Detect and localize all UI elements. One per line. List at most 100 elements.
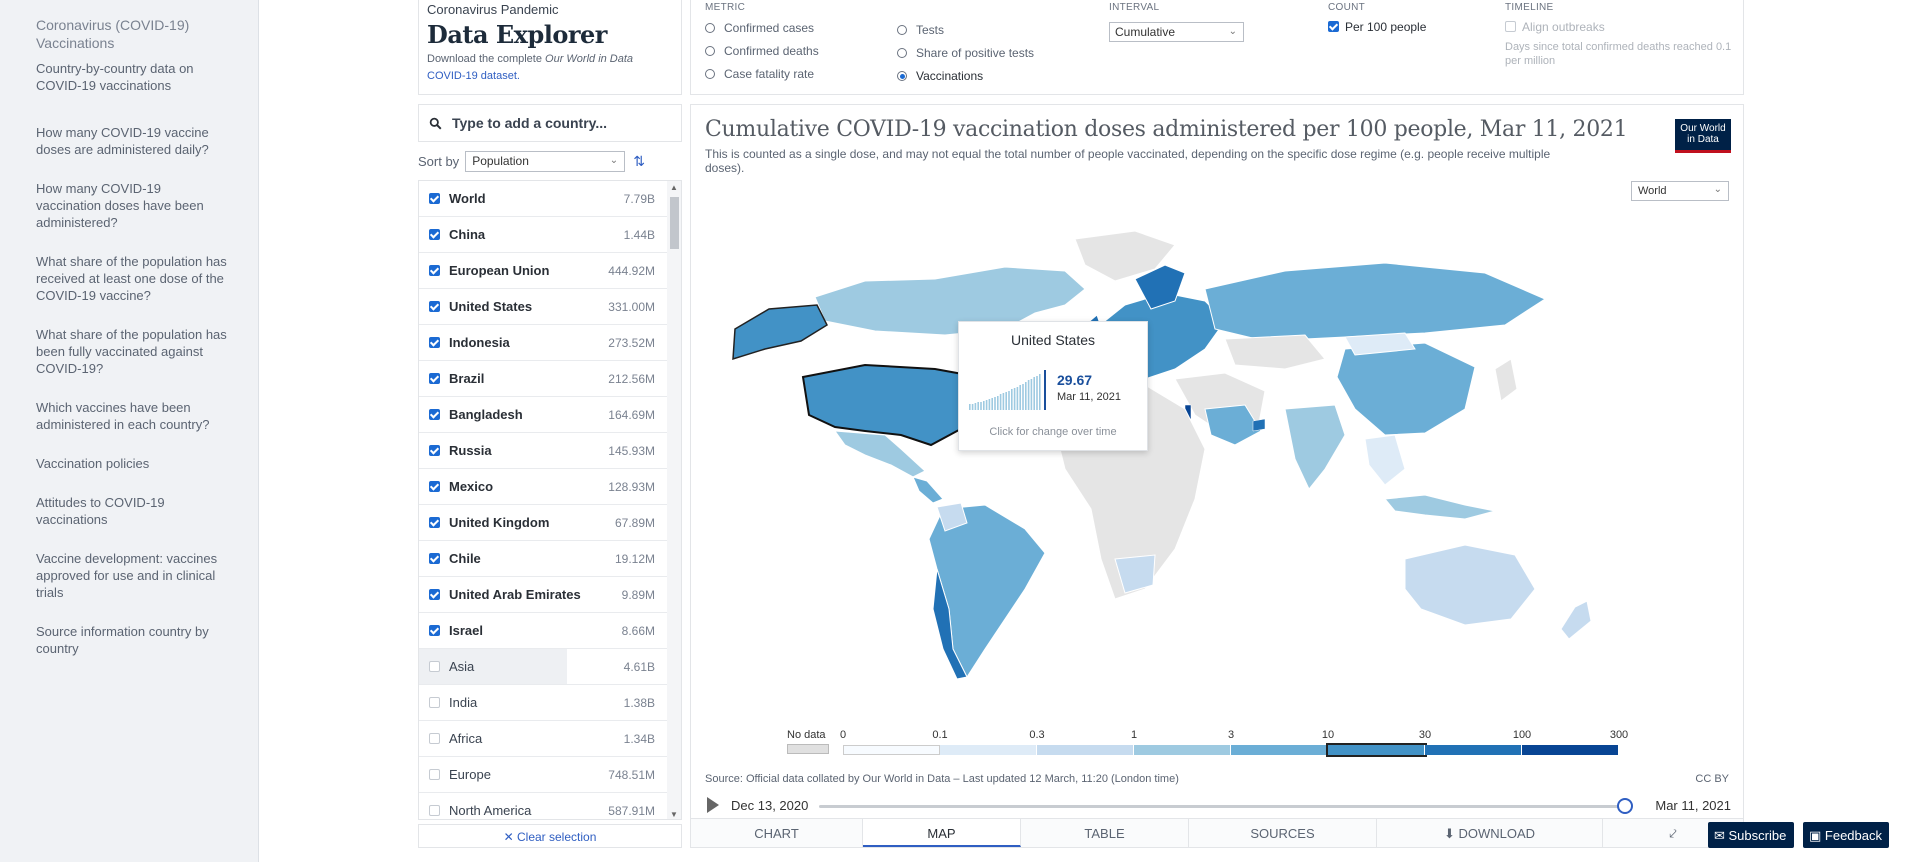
country-row[interactable]: Chile 19.12M <box>419 541 681 577</box>
sidenav-item-country-data[interactable]: Country-by-country data on COVID-19 vacc… <box>36 61 194 93</box>
country-row[interactable]: Mexico 128.93M <box>419 469 681 505</box>
legend-color-bin[interactable] <box>1326 743 1427 757</box>
map-south-africa[interactable] <box>1114 554 1156 594</box>
country-row[interactable]: Bangladesh 164.69M <box>419 397 681 433</box>
sidenav-item-source-info[interactable]: Source information country by country <box>36 624 209 656</box>
map-alaska[interactable] <box>732 304 828 361</box>
tab-chart[interactable]: Chart <box>691 819 863 847</box>
metric-case-fatality-rate[interactable]: Case fatality rate <box>705 66 819 82</box>
map-greenland[interactable] <box>1074 230 1176 282</box>
checkbox-checked-icon[interactable] <box>429 373 440 384</box>
checkbox-checked-icon[interactable] <box>429 589 440 600</box>
legend-color-bin[interactable] <box>1134 745 1231 755</box>
map-chile[interactable] <box>932 568 968 680</box>
map-scandinavia[interactable] <box>1134 264 1186 310</box>
legend-color-bin[interactable] <box>843 745 940 755</box>
checkbox-unchecked-icon[interactable] <box>429 697 440 708</box>
checkbox-checked-icon[interactable] <box>429 481 440 492</box>
country-row[interactable]: Israel 8.66M <box>419 613 681 649</box>
map-colombia[interactable] <box>936 502 968 532</box>
country-row[interactable]: China 1.44B <box>419 217 681 253</box>
map-tooltip[interactable]: United States 29.67 Mar 11, 2021 Click f… <box>958 321 1148 451</box>
metric-share-positive-tests[interactable]: Share of positive tests <box>897 45 1034 61</box>
play-icon[interactable] <box>707 797 719 813</box>
list-scrollbar[interactable]: ▲ ▼ <box>667 181 681 819</box>
search-input[interactable] <box>452 115 672 131</box>
dataset-link[interactable]: COVID-19 dataset. <box>427 70 520 82</box>
chart-source[interactable]: Source: Official data collated by Our Wo… <box>705 773 1179 785</box>
owid-logo[interactable]: Our World in Data <box>1675 119 1731 153</box>
map-uae[interactable] <box>1252 418 1266 432</box>
sidenav-item-attitudes[interactable]: Attitudes to COVID-19 vaccinations <box>36 495 165 527</box>
align-outbreaks-checkbox[interactable]: Align outbreaks <box>1505 20 1735 34</box>
checkbox-checked-icon[interactable] <box>429 517 440 528</box>
per-100-checkbox[interactable]: Per 100 people <box>1328 20 1426 34</box>
map-indonesia[interactable] <box>1384 494 1496 520</box>
country-row[interactable]: Asia 4.61B <box>419 649 681 685</box>
scrollbar-thumb[interactable] <box>670 197 679 249</box>
legend-color-bin[interactable] <box>1425 745 1522 755</box>
timeline-handle[interactable] <box>1617 798 1633 814</box>
country-row[interactable]: World 7.79B <box>419 181 681 217</box>
country-row[interactable]: Russia 145.93M <box>419 433 681 469</box>
metric-confirmed-cases[interactable]: Confirmed cases <box>705 20 819 36</box>
clear-selection-button[interactable]: ✕ Clear selection <box>418 824 682 848</box>
tab-download[interactable]: ⬇ Download <box>1377 819 1603 847</box>
map-united-states[interactable] <box>801 363 1005 447</box>
map-canada[interactable] <box>814 266 1086 336</box>
metric-tests[interactable]: Tests <box>897 22 1034 38</box>
metric-vaccinations[interactable]: Vaccinations <box>897 68 1034 84</box>
country-row[interactable]: Indonesia 273.52M <box>419 325 681 361</box>
map-mongolia[interactable] <box>1344 332 1416 356</box>
legend-color-bin[interactable] <box>940 745 1037 755</box>
sidenav-item-vaccines-administered[interactable]: Which vaccines have been administered in… <box>36 400 210 432</box>
sort-order-icon[interactable]: ⇅ <box>633 152 645 169</box>
legend-color-bin[interactable] <box>1037 745 1134 755</box>
sidenav-item-vaccinations[interactable]: Coronavirus (COVID-19) Vaccinations <box>36 17 190 51</box>
map-new-zealand[interactable] <box>1560 600 1592 640</box>
tab-map[interactable]: Map <box>863 819 1021 847</box>
share-button[interactable]: ⤦ <box>1603 819 1743 847</box>
region-select[interactable]: World ⌄ <box>1631 181 1729 201</box>
timeline-track[interactable] <box>819 805 1627 808</box>
sidenav-item-vaccine-development[interactable]: Vaccine development: vaccines approved f… <box>36 551 218 600</box>
country-row[interactable]: Africa 1.34B <box>419 721 681 757</box>
tab-sources[interactable]: Sources <box>1189 819 1377 847</box>
interval-select[interactable]: Cumulative ⌄ <box>1109 22 1244 42</box>
checkbox-checked-icon[interactable] <box>429 625 440 636</box>
map-australia[interactable] <box>1404 544 1536 626</box>
world-map-svg[interactable] <box>705 209 1731 729</box>
sidenav-item-one-dose-share[interactable]: What share of the population has receive… <box>36 254 227 303</box>
sidenav-item-policies[interactable]: Vaccination policies <box>36 456 150 471</box>
scroll-down-icon[interactable]: ▼ <box>670 810 678 819</box>
map-saudi-arabia[interactable] <box>1204 404 1262 446</box>
page-scrollbar[interactable] <box>1899 0 1907 862</box>
checkbox-checked-icon[interactable] <box>429 193 440 204</box>
feedback-button[interactable]: ▣ Feedback <box>1803 822 1889 848</box>
license-label[interactable]: CC BY <box>1695 773 1729 785</box>
map-china[interactable] <box>1336 342 1476 436</box>
country-row[interactable]: United Arab Emirates 9.89M <box>419 577 681 613</box>
country-row[interactable]: Europe 748.51M <box>419 757 681 793</box>
legend-color-bin[interactable] <box>1522 745 1619 755</box>
country-search[interactable] <box>418 104 682 142</box>
checkbox-checked-icon[interactable] <box>429 265 440 276</box>
metric-confirmed-deaths[interactable]: Confirmed deaths <box>705 43 819 59</box>
map-central-america[interactable] <box>912 476 944 504</box>
sidenav-item-fully-vaccinated[interactable]: What share of the population has been fu… <box>36 327 227 376</box>
country-row[interactable]: United States 331.00M <box>419 289 681 325</box>
subscribe-button[interactable]: ✉ Subscribe <box>1708 822 1794 848</box>
checkbox-checked-icon[interactable] <box>429 409 440 420</box>
country-row[interactable]: North America 587.91M <box>419 793 681 819</box>
world-map[interactable]: United States 29.67 Mar 11, 2021 Click f… <box>705 209 1731 769</box>
checkbox-checked-icon[interactable] <box>429 337 440 348</box>
checkbox-checked-icon[interactable] <box>429 229 440 240</box>
map-southeast-asia[interactable] <box>1364 434 1406 486</box>
map-india[interactable] <box>1284 404 1346 490</box>
country-row[interactable]: Brazil 212.56M <box>419 361 681 397</box>
checkbox-unchecked-icon[interactable] <box>429 769 440 780</box>
country-row[interactable]: European Union 444.92M <box>419 253 681 289</box>
tab-table[interactable]: Table <box>1021 819 1189 847</box>
checkbox-unchecked-icon[interactable] <box>429 733 440 744</box>
checkbox-checked-icon[interactable] <box>429 553 440 564</box>
